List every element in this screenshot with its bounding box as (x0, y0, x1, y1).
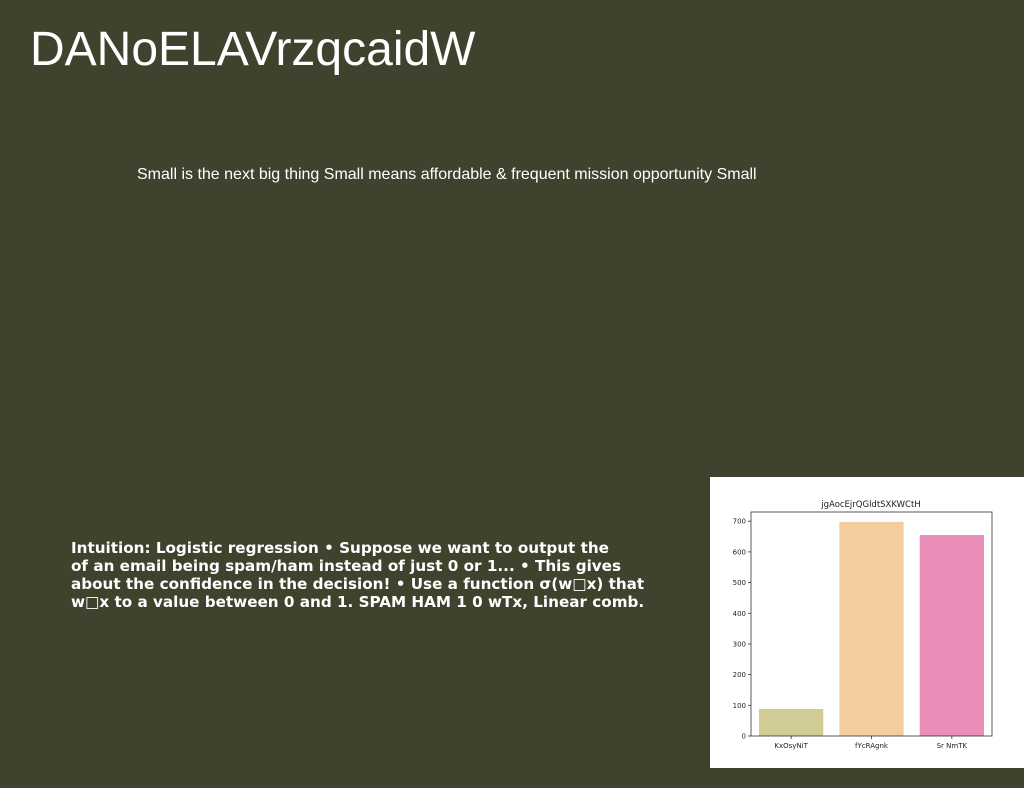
x-tick-label: fYcRAgnk (855, 742, 889, 750)
y-tick-label: 700 (733, 518, 746, 526)
y-tick-label: 300 (733, 640, 746, 648)
x-tick-label: Sr NmTK (937, 742, 968, 750)
x-tick-label: KxOsyNiT (774, 742, 808, 750)
chart-title: jgAocEjrQGldtSXKWCtH (820, 500, 920, 510)
body-text: Intuition: Logistic regression • Suppose… (71, 539, 681, 611)
slide-subtitle: Small is the next big thing Small means … (137, 166, 757, 183)
y-tick-label: 400 (733, 610, 746, 618)
bar-chart: jgAocEjrQGldtSXKWCtH KxOsyNiT fYcRAgnk Sr … (733, 500, 993, 750)
bar-sr-nmtk (919, 535, 984, 736)
body-line: about the confidence in the decision! • … (71, 575, 645, 593)
y-tick-label: 600 (733, 548, 746, 556)
y-tick-label: 200 (733, 671, 746, 679)
body-line: of an email being spam/ham instead of ju… (71, 557, 622, 575)
bar-chart-panel: jgAocEjrQGldtSXKWCtH KxOsyNiT fYcRAgnk Sr … (710, 477, 1024, 768)
bar-fycragnk (839, 521, 904, 736)
y-tick-label: 0 (742, 733, 746, 741)
body-line: Intuition: Logistic regression • Suppose… (71, 539, 609, 557)
y-tick-label: 100 (733, 702, 746, 710)
body-line: w□x to a value between 0 and 1. SPAM HAM… (71, 593, 645, 611)
plot-frame (750, 511, 993, 737)
slide-title: DANoELAVrzqcaidW (30, 23, 476, 76)
bar-kxosynit (759, 709, 824, 736)
y-tick-label: 500 (733, 579, 746, 587)
